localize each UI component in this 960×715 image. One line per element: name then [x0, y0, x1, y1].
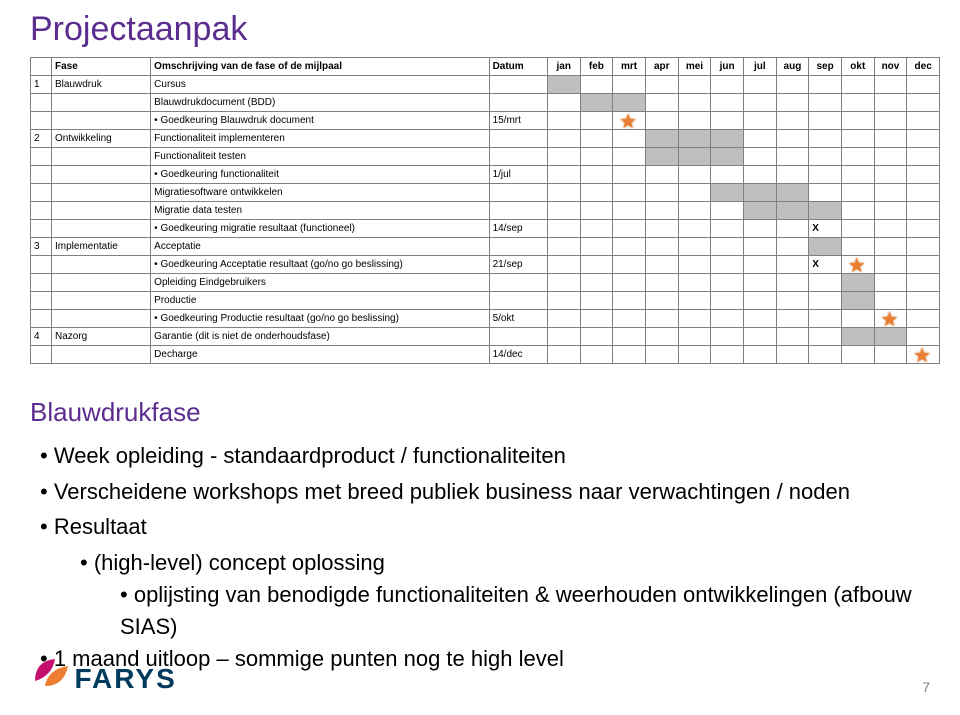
logo-text: FARYS [74, 663, 176, 694]
table-header: nov [874, 58, 907, 76]
table-row: 2OntwikkelingFunctionaliteit implementer… [31, 130, 940, 148]
list-item: Week opleiding - standaardproduct / func… [30, 440, 940, 472]
content-block: Blauwdrukfase Week opleiding - standaard… [30, 394, 940, 675]
table-header: okt [841, 58, 874, 76]
table-row: • Goedkeuring Productie resultaat (go/no… [31, 310, 940, 328]
table-header: Fase [52, 58, 151, 76]
table-row: • Goedkeuring migratie resultaat (functi… [31, 220, 940, 238]
table-row: • Goedkeuring Blauwdruk document15/mrt [31, 112, 940, 130]
table-header: apr [645, 58, 678, 76]
page-number: 7 [922, 679, 930, 695]
table-header: jan [547, 58, 580, 76]
table-header: mrt [613, 58, 646, 76]
section-heading: Blauwdrukfase [30, 394, 940, 432]
table-header: Omschrijving van de fase of de mijlpaal [151, 58, 489, 76]
list-item: (high-level) concept oplossing [30, 547, 940, 579]
table-row: Functionaliteit testen [31, 148, 940, 166]
table-header [31, 58, 52, 76]
table-header: aug [776, 58, 809, 76]
table-header: jul [743, 58, 776, 76]
table-header: sep [809, 58, 842, 76]
table-row: 3ImplementatieAcceptatie [31, 238, 940, 256]
table-header: Datum [489, 58, 547, 76]
table-row: • Goedkeuring functionaliteit1/jul [31, 166, 940, 184]
table-row: Opleiding Eindgebruikers [31, 274, 940, 292]
table-header: feb [580, 58, 613, 76]
table-row: Blauwdrukdocument (BDD) [31, 94, 940, 112]
table-row: • Goedkeuring Acceptatie resultaat (go/n… [31, 256, 940, 274]
logo: FARYS [30, 643, 177, 695]
table-header: mei [678, 58, 711, 76]
table-header: jun [711, 58, 744, 76]
table-row: 1BlauwdrukCursus [31, 76, 940, 94]
table-row: 4NazorgGarantie (dit is niet de onderhou… [31, 328, 940, 346]
page-title: Projectaanpak [30, 10, 940, 49]
table-row: Migratie data testen [31, 202, 940, 220]
list-item: Resultaat [30, 511, 940, 543]
table-row: Migratiesoftware ontwikkelen [31, 184, 940, 202]
list-item: Verscheidene workshops met breed publiek… [30, 476, 940, 508]
list-item: oplijsting van benodigde functionaliteit… [30, 579, 940, 643]
table-row: Productie [31, 292, 940, 310]
logo-leaf-icon [30, 651, 70, 691]
gantt-chart: FaseOmschrijving van de fase of de mijlp… [30, 57, 940, 364]
table-row: Decharge14/dec [31, 346, 940, 364]
table-header: dec [907, 58, 940, 76]
